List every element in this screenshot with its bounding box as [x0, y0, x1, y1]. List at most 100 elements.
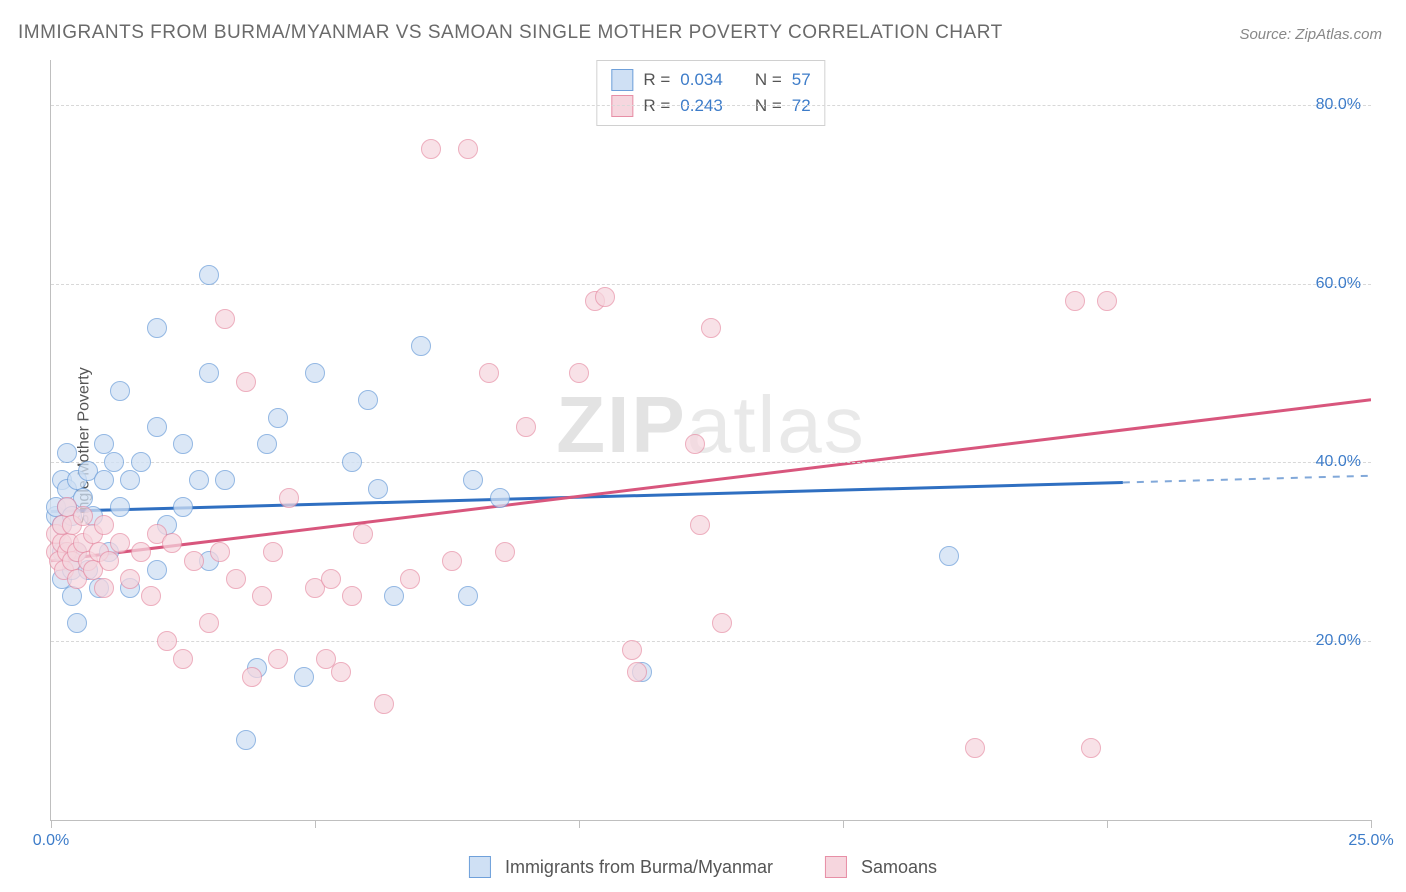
data-point [939, 546, 959, 566]
x-tick [315, 820, 316, 828]
chart-title: IMMIGRANTS FROM BURMA/MYANMAR VS SAMOAN … [18, 22, 1003, 44]
x-tick [51, 820, 52, 828]
data-point [595, 287, 615, 307]
data-point [321, 569, 341, 589]
data-point [965, 738, 985, 758]
data-point [57, 443, 77, 463]
gridline [51, 284, 1371, 285]
bottom-label-1: Immigrants from Burma/Myanmar [505, 857, 773, 878]
trend-lines [51, 60, 1371, 820]
data-point [331, 662, 351, 682]
data-point [67, 613, 87, 633]
data-point [305, 363, 325, 383]
y-tick-label: 60.0% [1316, 275, 1361, 293]
data-point [569, 363, 589, 383]
y-tick-label: 80.0% [1316, 96, 1361, 114]
data-point [242, 667, 262, 687]
data-point [162, 533, 182, 553]
gridline [51, 105, 1371, 106]
legend-row-1: R = 0.034 N = 57 [611, 67, 810, 93]
legend-row-2: R = 0.243 N = 72 [611, 93, 810, 119]
data-point [690, 515, 710, 535]
bottom-swatch-1 [469, 856, 491, 878]
data-point [353, 524, 373, 544]
x-tick-label: 0.0% [33, 832, 69, 850]
data-point [73, 506, 93, 526]
data-point [215, 309, 235, 329]
data-point [94, 434, 114, 454]
data-point [215, 470, 235, 490]
x-tick [843, 820, 844, 828]
data-point [236, 372, 256, 392]
bottom-swatch-2 [825, 856, 847, 878]
x-tick [1371, 820, 1372, 828]
data-point [1097, 291, 1117, 311]
data-point [263, 542, 283, 562]
series-legend: Immigrants from Burma/Myanmar Samoans [469, 856, 937, 878]
data-point [1081, 738, 1101, 758]
data-point [516, 417, 536, 437]
data-point [104, 452, 124, 472]
watermark: ZIPatlas [556, 379, 865, 471]
data-point [99, 551, 119, 571]
x-tick [579, 820, 580, 828]
source-label: Source: ZipAtlas.com [1239, 26, 1382, 43]
data-point [701, 318, 721, 338]
data-point [210, 542, 230, 562]
data-point [458, 139, 478, 159]
data-point [268, 649, 288, 669]
data-point [173, 649, 193, 669]
data-point [184, 551, 204, 571]
data-point [627, 662, 647, 682]
data-point [257, 434, 277, 454]
data-point [294, 667, 314, 687]
data-point [384, 586, 404, 606]
data-point [147, 560, 167, 580]
correlation-legend: R = 0.034 N = 57 R = 0.243 N = 72 [596, 60, 825, 126]
data-point [110, 497, 130, 517]
data-point [495, 542, 515, 562]
data-point [94, 578, 114, 598]
data-point [141, 586, 161, 606]
data-point [189, 470, 209, 490]
legend-swatch-2 [611, 95, 633, 117]
gridline [51, 462, 1371, 463]
data-point [358, 390, 378, 410]
data-point [199, 613, 219, 633]
data-point [199, 363, 219, 383]
x-tick [1107, 820, 1108, 828]
data-point [279, 488, 299, 508]
data-point [400, 569, 420, 589]
data-point [622, 640, 642, 660]
data-point [685, 434, 705, 454]
data-point [120, 569, 140, 589]
data-point [268, 408, 288, 428]
data-point [173, 497, 193, 517]
data-point [157, 631, 177, 651]
data-point [131, 452, 151, 472]
data-point [94, 515, 114, 535]
data-point [147, 417, 167, 437]
data-point [442, 551, 462, 571]
data-point [712, 613, 732, 633]
x-tick-label: 25.0% [1348, 832, 1393, 850]
data-point [252, 586, 272, 606]
data-point [110, 533, 130, 553]
data-point [458, 586, 478, 606]
data-point [94, 470, 114, 490]
data-point [1065, 291, 1085, 311]
data-point [147, 318, 167, 338]
bottom-label-2: Samoans [861, 857, 937, 878]
data-point [120, 470, 140, 490]
data-point [236, 730, 256, 750]
data-point [342, 452, 362, 472]
y-tick-label: 40.0% [1316, 453, 1361, 471]
gridline [51, 641, 1371, 642]
data-point [479, 363, 499, 383]
data-point [199, 265, 219, 285]
y-tick-label: 20.0% [1316, 632, 1361, 650]
data-point [226, 569, 246, 589]
plot-area: ZIPatlas R = 0.034 N = 57 R = 0.243 N = … [50, 60, 1371, 821]
data-point [421, 139, 441, 159]
data-point [374, 694, 394, 714]
